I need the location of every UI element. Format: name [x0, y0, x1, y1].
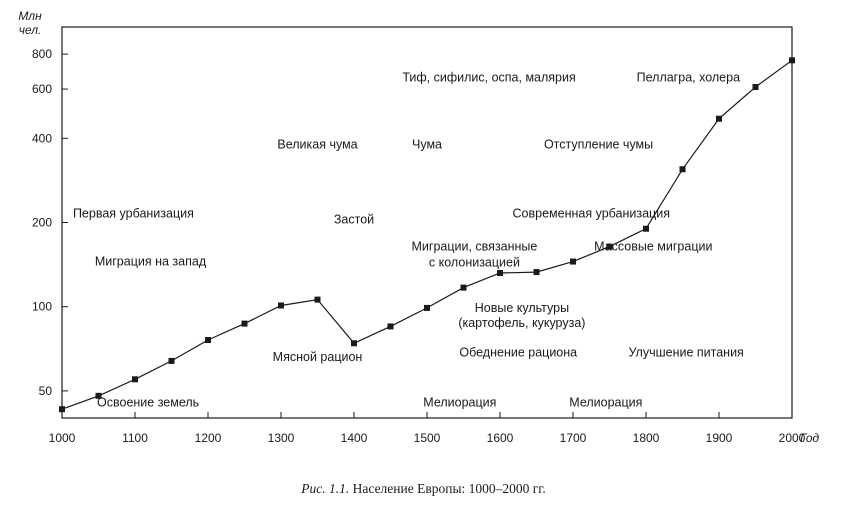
- x-tick-label: 1000: [49, 431, 76, 445]
- y-tick-label: 100: [32, 300, 52, 314]
- data-point: [314, 296, 321, 303]
- data-point: [752, 84, 759, 91]
- annotation-label: Пеллагра, холера: [637, 70, 740, 84]
- data-point: [424, 304, 430, 311]
- y-ticks: 50 100 200 400 600 800: [32, 47, 68, 398]
- x-tick-label: 1700: [560, 431, 587, 445]
- data-point: [679, 166, 686, 173]
- x-axis-unit-label: Год: [800, 431, 820, 445]
- data-point: [606, 243, 613, 250]
- data-point: [205, 337, 211, 344]
- data-point: [387, 323, 394, 330]
- annotations: Первая урбанизация Миграция на запад Освое…: [73, 70, 744, 409]
- x-tick-label: 1600: [487, 431, 514, 445]
- x-tick-label: 1800: [633, 431, 660, 445]
- data-point: [59, 406, 65, 413]
- data-point: [351, 340, 357, 347]
- data-point: [95, 392, 102, 399]
- annotation-label: Современная урбанизация: [513, 207, 670, 221]
- x-tick-label: 1300: [268, 431, 295, 445]
- data-point: [460, 284, 467, 291]
- data-point: [533, 269, 540, 276]
- annotation-label: Застой: [334, 213, 374, 227]
- annotation-label: Великая чума: [277, 138, 357, 152]
- y-tick-label: 800: [32, 47, 52, 61]
- y-axis-unit-label: Млн чел.: [18, 9, 42, 37]
- data-point: [570, 258, 576, 265]
- data-point: [278, 302, 284, 309]
- annotation-label: Миграция на запад: [95, 255, 207, 269]
- annotation-label: Отступление чумы: [544, 138, 653, 152]
- y-tick-label: 200: [32, 216, 52, 230]
- x-tick-label: 1500: [414, 431, 441, 445]
- annotation-label: Мелиорация: [569, 395, 642, 409]
- annotation-label: Обеднение рациона: [459, 346, 577, 360]
- population-chart: Млн чел. 50 100 200 400 600 800 1000 1100 1200 13…: [18, 9, 820, 445]
- annotation-label: Мясной рацион: [273, 350, 363, 364]
- x-tick-label: 2000: [779, 431, 806, 445]
- annotation-label: Улучшение питания: [628, 346, 743, 360]
- annotation-label: Чума: [412, 138, 442, 152]
- data-point: [497, 269, 503, 276]
- annotation-label: Новые культуры: [475, 301, 569, 315]
- x-tick-label: 1100: [122, 431, 148, 445]
- annotation-label: Мелиорация: [423, 395, 496, 409]
- caption-label: Рис. 1.1.: [301, 481, 350, 496]
- data-point: [643, 225, 649, 232]
- data-point: [168, 357, 175, 364]
- annotation-label: Первая урбанизация: [73, 207, 194, 221]
- series-points: [59, 57, 795, 413]
- annotation-label: Массовые миграции: [594, 240, 712, 254]
- data-point: [241, 320, 248, 327]
- x-tick-label: 1400: [341, 431, 368, 445]
- y-tick-label: 600: [32, 82, 52, 96]
- annotation-label: (картофель, кукуруза): [458, 316, 585, 330]
- figure-caption: Рис. 1.1. Население Европы: 1000–2000 гг…: [0, 481, 847, 497]
- annotation-label: Освоение земель: [97, 395, 199, 409]
- annotation-label: Тиф, сифилис, оспа, малярия: [402, 70, 575, 84]
- caption-text: Население Европы: 1000–2000 гг.: [352, 481, 546, 496]
- annotation-label: Миграции, связанные: [412, 240, 538, 254]
- data-point: [789, 57, 795, 64]
- annotation-label: с колонизацией: [429, 255, 520, 269]
- x-ticks: 1000 1100 1200 1300 1400 1500 1600 1700 1800 1900…: [49, 412, 806, 445]
- data-point: [716, 115, 722, 122]
- x-tick-label: 1900: [706, 431, 733, 445]
- y-tick-label: 50: [39, 384, 53, 398]
- data-point: [132, 376, 138, 383]
- y-tick-label: 400: [32, 131, 52, 145]
- x-tick-label: 1200: [195, 431, 222, 445]
